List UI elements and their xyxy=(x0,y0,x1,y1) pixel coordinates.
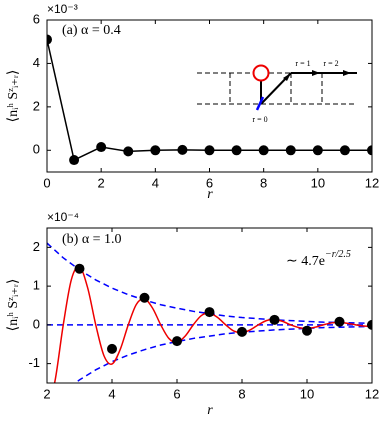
x-tick-label: 8 xyxy=(238,386,245,401)
y-axis-label: ⟨nᵢʰ Sᶻᵢ₊ᵣ⟩ xyxy=(6,279,21,332)
inset-arrow xyxy=(343,70,351,76)
x-tick-label: 4 xyxy=(152,175,159,190)
x-tick-label: 2 xyxy=(43,386,50,401)
x-tick-label: 0 xyxy=(43,175,50,190)
annotation-exponent: −r/2.5 xyxy=(325,249,351,260)
x-tick-label: 2 xyxy=(98,175,105,190)
y-tick-label: -1 xyxy=(28,355,40,370)
data-point xyxy=(312,145,323,156)
x-tick-label: 4 xyxy=(108,386,115,401)
inset-diagram: r = 1 r = 2 r = 0 xyxy=(197,59,357,124)
data-point xyxy=(231,145,242,156)
data-point xyxy=(334,316,345,327)
x-axis-label: r xyxy=(207,403,213,418)
annotation: ∼ 4.7e−r/2.5 xyxy=(286,249,351,269)
inset-arrow xyxy=(312,70,320,76)
x-tick-label: 10 xyxy=(300,386,314,401)
inset-hole xyxy=(252,64,270,82)
y-tick-label: 0 xyxy=(33,142,40,157)
data-point xyxy=(302,325,312,336)
inset-label: r = 2 xyxy=(323,59,338,68)
data-point xyxy=(172,336,182,347)
plot-area xyxy=(47,34,372,166)
data-point xyxy=(96,142,107,153)
y-tick-label: 0 xyxy=(33,316,40,331)
y-tick-label: 6 xyxy=(33,11,40,26)
data-point xyxy=(339,145,350,156)
x-tick-label: 6 xyxy=(206,175,213,190)
inset-label: r = 1 xyxy=(295,59,310,68)
data-point xyxy=(69,155,80,166)
y-tick-label: 2 xyxy=(33,98,40,113)
inset-arrow xyxy=(255,96,265,111)
y-tick-label: 2 xyxy=(33,239,40,254)
x-tick-label: 6 xyxy=(173,386,180,401)
data-point xyxy=(177,144,188,155)
x-tick-label: 10 xyxy=(311,175,325,190)
data-point xyxy=(204,145,215,156)
data-point xyxy=(107,343,117,354)
y-axis-label: ⟨nᵢʰ Sᶻᵢ₊ᵣ⟩ xyxy=(6,70,21,123)
y-tick-label: 4 xyxy=(33,55,40,70)
data-point xyxy=(123,146,134,157)
inset-label: r = 0 xyxy=(252,115,267,124)
data-point xyxy=(74,263,85,274)
inset-arrow xyxy=(283,73,291,81)
data-point xyxy=(237,326,247,337)
x-tick-label: 8 xyxy=(260,175,267,190)
data-point xyxy=(47,34,52,45)
data-point xyxy=(150,145,161,156)
y-tick-label: 1 xyxy=(33,278,40,293)
x-tick-label: 12 xyxy=(365,386,379,401)
y-multiplier: ×10⁻³ xyxy=(47,2,78,16)
series-line xyxy=(53,265,372,383)
data-point xyxy=(204,307,215,318)
annotation-text: ∼ 4.7e xyxy=(286,254,325,269)
data-point xyxy=(285,145,296,156)
data-point xyxy=(258,145,269,156)
series-line xyxy=(47,39,372,162)
y-multiplier: ×10⁻⁴ xyxy=(47,210,79,224)
x-axis-label: r xyxy=(207,187,213,202)
data-point xyxy=(269,314,280,325)
panel-label: (b) α = 1.0 xyxy=(62,232,122,247)
axes-box xyxy=(46,227,373,384)
data-point xyxy=(139,292,150,303)
series-line xyxy=(74,325,372,383)
plot-area xyxy=(47,242,372,383)
panel-label: (a) α = 0.4 xyxy=(62,23,121,38)
x-tick-label: 12 xyxy=(365,175,379,190)
